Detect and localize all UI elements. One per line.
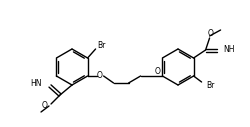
Text: O: O [97,72,102,81]
Text: Br: Br [206,81,215,90]
Text: O: O [154,67,160,76]
Text: NH: NH [224,45,235,54]
Text: Br: Br [98,41,106,50]
Text: O: O [42,101,48,110]
Text: O: O [208,29,214,38]
Text: HN: HN [30,80,42,89]
